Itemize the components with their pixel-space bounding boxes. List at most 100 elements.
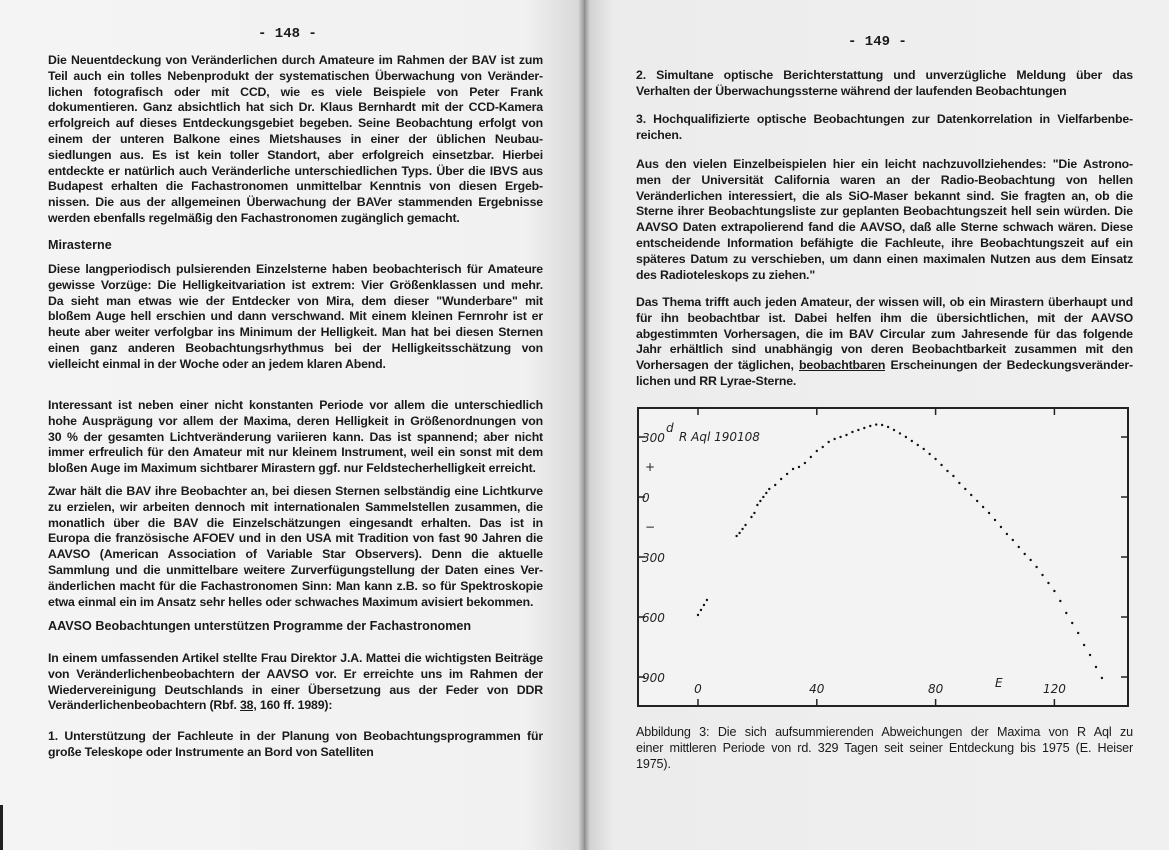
data-point <box>910 439 914 443</box>
data-point <box>1088 653 1092 657</box>
text-line: Da sieht man etwas wie der Entdecker von… <box>48 293 543 308</box>
text-line: einer mittleren Periode von rd. 329 Tage… <box>636 740 1133 755</box>
text-line: Zwar hält die BAV ihre Beobachter an, be… <box>48 484 543 498</box>
text-line: Interessant ist neben einer nicht konsta… <box>48 398 543 412</box>
data-point <box>765 491 768 495</box>
figure-caption: Abbildung 3: Die sich aufsummierenden Ab… <box>636 725 1133 772</box>
text-line: monatlich über die BAV die Einzelschätzu… <box>48 515 543 530</box>
data-point <box>1082 643 1086 647</box>
text-line: Das Thema trifft auch jeden Amateur, der… <box>636 295 1133 309</box>
data-point <box>886 425 890 429</box>
data-point <box>975 499 979 503</box>
data-point <box>759 499 762 503</box>
data-point <box>699 608 703 612</box>
text-line: heute aber weiter verfolgbar ins Minimum… <box>48 325 543 340</box>
text-line: lichen fotografisch oder mit CCD, wie es… <box>48 84 543 99</box>
text-line: dokumentieren. Ganz absichtlich hat sich… <box>48 100 543 115</box>
data-point <box>970 493 973 497</box>
data-point <box>1076 631 1080 635</box>
data-point <box>833 437 836 441</box>
data-point <box>768 487 771 491</box>
text-line: men der Universität California waren an … <box>636 172 1133 187</box>
text-line: Diese langperiodisch pulsierenden Einzel… <box>48 262 543 276</box>
text-line: Veränderlichen interessiert, die als SiO… <box>636 188 1133 203</box>
text-line: 1. Unterstützung der Fachleute in der Pl… <box>48 729 543 743</box>
text-line: reichen. <box>636 127 682 142</box>
data-point <box>845 433 848 437</box>
data-point <box>946 469 949 473</box>
paragraph: Diese langperiodisch pulsierenden Einzel… <box>48 262 543 373</box>
data-point <box>898 432 902 435</box>
data-point <box>839 435 842 439</box>
data-point <box>696 613 700 617</box>
data-point <box>1017 545 1020 549</box>
y-tick-label: 600 <box>642 611 665 625</box>
data-point <box>827 440 830 444</box>
data-point <box>1094 665 1098 669</box>
text-line: große Teleskope oder Instrumente an Bord… <box>48 744 374 759</box>
paragraph: Zwar hält die BAV ihre Beobachter an, be… <box>48 484 543 610</box>
data-point <box>1065 611 1068 615</box>
data-point <box>904 435 908 439</box>
data-point <box>863 426 866 430</box>
chart-plot: 300 0 300 600 900 d + − R Aql 190108 0 40 80 120 E <box>639 409 1127 705</box>
data-point <box>934 457 937 461</box>
text-line: Verhalten der Überwachungssterne während… <box>636 83 1067 98</box>
text-line: AAVSO (American Association of Variable … <box>48 547 543 562</box>
text-line: für ihn beobachtbar ist. Dabei helfen ih… <box>636 310 1133 325</box>
data-point <box>702 603 706 607</box>
data-point <box>705 598 709 602</box>
text-line: einem der unteren Balkone eines Mietshau… <box>48 131 543 146</box>
data-point <box>1035 565 1038 569</box>
data-point <box>1023 552 1026 556</box>
data-point <box>738 531 741 535</box>
data-point <box>821 445 824 449</box>
text-line: Sammlung und die unmittelbare weitere Zu… <box>48 562 543 577</box>
data-point <box>999 525 1003 529</box>
text-line: Jahr erhältlich sind unabhängig von dere… <box>636 342 1133 357</box>
data-point <box>753 511 756 515</box>
text-line: bloßen Auge im Maximum sichtbarer Mirast… <box>48 461 536 476</box>
data-point <box>857 428 860 432</box>
data-point <box>958 481 961 485</box>
text-line: AAVSO Daten extrapolierend fand die AAVS… <box>636 220 1133 235</box>
list-item: 1. Unterstützung der Fachleute in der Pl… <box>48 729 543 761</box>
text-line: erfolgreich auf dieses Entdeckungsgebiet… <box>48 116 543 131</box>
text-line: 1975). <box>636 756 671 771</box>
scan-edge <box>0 805 3 850</box>
text-line: entdeckte er natürlich auch Veränderlich… <box>48 163 543 178</box>
data-point <box>1100 676 1104 680</box>
data-point <box>779 477 783 481</box>
data-point <box>809 455 813 459</box>
text-line: änderlichen macht für die Fachastronomen… <box>48 578 543 593</box>
text-line: Die Neuentdeckung von Veränderlichen dur… <box>48 53 543 67</box>
text-line: Budapest erhalten die Fachastronomen unm… <box>48 179 543 194</box>
data-point <box>1011 538 1015 542</box>
text-line: einen ganz anderen Beobachtungsrhythmus … <box>48 340 543 355</box>
text-line: Abbildung 3: Die sich aufsummierenden Ab… <box>636 725 1133 739</box>
data-point <box>993 518 997 522</box>
text-line: späteres Datum zu verschieben, um dann e… <box>636 251 1133 266</box>
data-point <box>735 534 738 538</box>
y-unit-label: d <box>666 421 674 435</box>
text-line: Europa die französische AFOEV und in den… <box>48 531 543 546</box>
data-point <box>756 503 759 507</box>
paragraph: Interessant ist neben einer nicht konsta… <box>48 398 543 477</box>
data-point <box>880 423 884 427</box>
text-line: etwa einmal ein im Ansatz sehr helles od… <box>48 594 534 609</box>
data-point <box>1041 573 1044 577</box>
text-line: des Radioteleskops zu ziehen." <box>636 267 815 282</box>
text-line: zu erzielen, wir arbeiten dennoch mit in… <box>48 499 543 514</box>
series-label: R Aql 190108 <box>679 430 760 444</box>
y-sign-plus: + <box>645 460 655 474</box>
data-point <box>851 430 854 434</box>
data-point <box>987 511 991 515</box>
text-line: vielleicht einmal in der Woche oder an j… <box>48 356 386 371</box>
text-line: abgestimmten Vorhersagen, die im BAV Cir… <box>636 326 1133 341</box>
data-point <box>1059 599 1062 603</box>
data-point <box>981 505 985 509</box>
data-point <box>791 467 795 471</box>
data-point <box>928 452 931 456</box>
text-line: siedlungen aus. Es ist kein toller Stand… <box>48 147 543 162</box>
data-point <box>964 487 967 491</box>
